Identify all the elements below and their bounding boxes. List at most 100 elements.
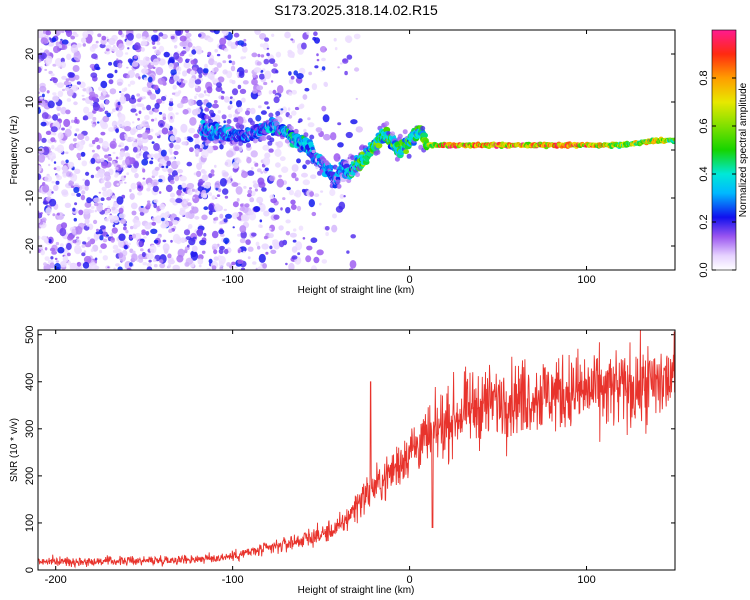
spectrogram-noise-cell <box>63 118 71 128</box>
spectrogram-noise-cell <box>129 80 136 85</box>
spectrogram-ridge-cell <box>328 164 334 170</box>
spectrogram-noise-cell <box>43 262 47 266</box>
spectrogram-noise-cell <box>56 212 60 216</box>
spectrogram-noise-cell <box>201 100 205 103</box>
spectrogram-noise-cell <box>260 171 264 174</box>
spectrogram-noise-cell <box>316 53 319 57</box>
spectrogram-noise-cell <box>252 180 257 184</box>
spectrogram-noise-cell <box>131 210 137 216</box>
spectrogram-noise-cell <box>99 95 106 101</box>
spectrogram-noise-cell <box>245 239 251 246</box>
spectrogram-noise-cell <box>264 70 272 80</box>
spectrogram-noise-cell <box>208 173 213 179</box>
spectrogram-halo-cell <box>249 120 255 126</box>
spectrogram-noise-cell <box>182 109 189 115</box>
spectrogram-noise-cell <box>220 95 225 100</box>
spectrogram-noise-cell <box>126 33 134 41</box>
spectrogram-noise-cell <box>206 102 212 109</box>
spectrogram-noise-cell <box>91 149 95 153</box>
spectrogram-noise-cell <box>200 144 204 148</box>
spectrogram-noise-cell <box>344 35 353 43</box>
spectrogram-noise-cell <box>142 168 146 173</box>
spectrogram-noise-cell <box>259 43 264 48</box>
spectrogram-noise-cell <box>107 157 113 162</box>
spectrogram-noise-cell <box>203 90 207 94</box>
spectrogram-noise-cell <box>82 31 89 39</box>
spectrogram-noise-cell <box>90 174 95 179</box>
spectrogram-ridge-cell <box>421 132 428 139</box>
spectrogram-noise-cell <box>46 90 50 94</box>
spectrogram-noise-cell <box>180 123 188 133</box>
spectrogram-noise-cell <box>158 178 163 183</box>
spectrogram-noise-cell <box>291 246 298 253</box>
spectrogram-noise-cell <box>99 249 103 254</box>
spectrogram-noise-cell <box>174 136 178 140</box>
spectrogram-noise-cell <box>146 266 153 270</box>
spectrogram-noise-cell <box>159 259 164 263</box>
spectrogram-noise-cell <box>108 61 113 66</box>
spectrogram-noise-cell <box>184 261 190 267</box>
snr-ticks: -200 -100 0 100 0 100 200 300 400 500 <box>24 326 675 586</box>
spectrogram-noise-cell <box>242 250 246 254</box>
spectrogram-noise-cell <box>281 166 289 173</box>
spectrogram-noise-cell <box>214 49 218 53</box>
spectrogram-noise-cell <box>141 68 149 74</box>
spectrogram-noise-cell <box>123 175 127 178</box>
spectrogram-noise-cell <box>129 235 133 240</box>
spectrogram-noise-cell <box>272 89 277 95</box>
spectrogram-noise-cell <box>114 69 118 74</box>
spectrogram-noise-cell <box>104 154 109 159</box>
spectrogram-noise-cell <box>192 67 197 71</box>
spectrogram-noise-cell <box>244 203 250 208</box>
spectrogram-noise-cell <box>150 228 158 234</box>
spectrogram-noise-cell <box>324 226 330 231</box>
spectrogram-noise-cell <box>191 206 199 214</box>
spectrogram-noise-cell <box>228 248 232 252</box>
spectrogram-noise-cell <box>337 66 340 69</box>
spectrogram-noise-cell <box>184 30 190 34</box>
spectrogram-noise-cell <box>106 196 112 201</box>
spectrogram-noise-cell <box>80 151 86 157</box>
spectrogram-noise-cell <box>125 40 133 46</box>
spectrogram-noise-cell <box>243 38 247 42</box>
spectrogram-noise-cell <box>65 159 69 164</box>
spectrogram-noise-cell <box>257 245 261 250</box>
spectrogram-noise-cell <box>224 195 229 199</box>
spectrogram-noise-cell <box>119 150 126 158</box>
spectrogram-noise-cell <box>189 77 196 84</box>
spectrogram-noise-cell <box>214 164 217 168</box>
spectrogram-noise-cell <box>153 84 159 91</box>
spectrogram-noise-cell <box>149 93 157 100</box>
spectrogram-noise-cell <box>162 116 167 121</box>
spectrogram-noise-cell <box>165 184 173 193</box>
spectrogram-halo-cell <box>293 128 299 134</box>
spectrogram-noise-cell <box>111 237 115 241</box>
spectrogram-noise-cell <box>50 73 55 77</box>
spectrogram-noise-cell <box>100 158 105 163</box>
spectrogram-noise-cell <box>211 230 219 239</box>
spectrogram-noise-cell <box>319 46 327 53</box>
spectrogram-noise-cell <box>176 103 184 109</box>
spectrogram-y-tick-label: 20 <box>24 48 36 60</box>
spectrogram-noise-cell <box>49 262 55 269</box>
spectrogram-noise-cell <box>211 195 216 201</box>
spectrogram-halo-cell <box>269 137 275 143</box>
spectrogram-noise-cell <box>38 30 43 39</box>
spectrogram-noise-cell <box>94 257 98 261</box>
spectrogram-noise-cell <box>50 44 54 47</box>
spectrogram-noise-cell <box>137 191 143 196</box>
spectrogram-noise-cell <box>256 168 262 173</box>
spectrogram-noise-cell <box>291 172 297 179</box>
spectrogram-noise-cell <box>354 67 360 72</box>
spectrogram-noise-cell <box>260 54 265 58</box>
spectrogram-noise-cell <box>125 229 129 234</box>
spectrogram-noise-cell <box>123 120 131 127</box>
spectrogram-noise-cell <box>337 142 344 148</box>
spectrogram-noise-cell <box>128 242 131 246</box>
spectrogram-noise-cell <box>187 188 193 196</box>
snr-x-tick-label: 0 <box>407 574 413 586</box>
spectrogram-noise-cell <box>124 145 129 151</box>
spectrogram-noise-cell <box>118 213 126 219</box>
spectrogram-noise-cell <box>169 98 173 102</box>
spectrogram-noise-cell <box>310 174 317 179</box>
